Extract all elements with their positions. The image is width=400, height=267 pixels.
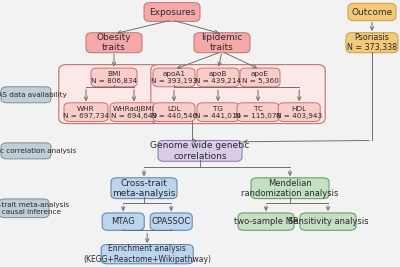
Text: Genetic correlation analysis: Genetic correlation analysis: [0, 148, 76, 154]
Text: lipidemic
traits: lipidemic traits: [201, 33, 243, 52]
Text: GWAS data availability: GWAS data availability: [0, 92, 67, 98]
Text: TG
N = 441,016: TG N = 441,016: [195, 106, 241, 119]
Text: MTAG: MTAG: [111, 217, 135, 226]
Text: WHRadjBMI
N = 694,649: WHRadjBMI N = 694,649: [111, 106, 157, 119]
FancyBboxPatch shape: [153, 68, 195, 87]
FancyBboxPatch shape: [346, 33, 398, 53]
FancyBboxPatch shape: [64, 103, 108, 121]
FancyBboxPatch shape: [158, 140, 242, 161]
FancyBboxPatch shape: [59, 65, 161, 124]
FancyBboxPatch shape: [110, 103, 158, 121]
Text: apoB
N = 439,214: apoB N = 439,214: [195, 71, 241, 84]
Text: HDL
N = 403,943: HDL N = 403,943: [276, 106, 322, 119]
FancyBboxPatch shape: [91, 68, 137, 87]
FancyBboxPatch shape: [86, 33, 142, 53]
FancyBboxPatch shape: [348, 3, 396, 21]
FancyBboxPatch shape: [237, 103, 279, 121]
FancyBboxPatch shape: [197, 68, 239, 87]
FancyBboxPatch shape: [1, 143, 51, 159]
Text: Cross-trait
meta-analysis: Cross-trait meta-analysis: [112, 179, 176, 198]
FancyBboxPatch shape: [111, 178, 177, 199]
FancyBboxPatch shape: [1, 87, 51, 103]
Text: Cross-trait meta-analysis
and causal inference: Cross-trait meta-analysis and causal inf…: [0, 202, 69, 215]
FancyBboxPatch shape: [238, 213, 294, 230]
FancyBboxPatch shape: [300, 213, 356, 230]
FancyBboxPatch shape: [278, 103, 320, 121]
Text: two-sample MR: two-sample MR: [234, 217, 298, 226]
Text: TC
N = 115,078: TC N = 115,078: [235, 106, 281, 119]
Text: Outcome: Outcome: [351, 7, 393, 17]
Text: Exposures: Exposures: [149, 7, 195, 17]
Text: Mendelian
randomization analysis: Mendelian randomization analysis: [241, 179, 339, 198]
Text: Sensitivity analysis: Sensitivity analysis: [288, 217, 368, 226]
Text: BMI
N = 806,834: BMI N = 806,834: [91, 71, 137, 84]
FancyBboxPatch shape: [153, 103, 195, 121]
FancyBboxPatch shape: [151, 65, 325, 124]
FancyBboxPatch shape: [251, 178, 329, 199]
Text: apoE
N = 5,360: apoE N = 5,360: [242, 71, 278, 84]
Text: Psoriasis
N = 373,338: Psoriasis N = 373,338: [347, 33, 397, 52]
FancyBboxPatch shape: [144, 3, 200, 21]
Text: LDL
N = 440,546: LDL N = 440,546: [151, 106, 197, 119]
FancyBboxPatch shape: [197, 103, 239, 121]
FancyBboxPatch shape: [240, 68, 280, 87]
Text: WHR
N = 697,734: WHR N = 697,734: [63, 106, 109, 119]
FancyBboxPatch shape: [0, 199, 49, 218]
FancyBboxPatch shape: [194, 33, 250, 53]
Text: Enrichment analysis
(KEGG+Reactome+Wikipathway): Enrichment analysis (KEGG+Reactome+Wikip…: [83, 245, 211, 264]
FancyBboxPatch shape: [150, 213, 192, 230]
Text: apoA1
N = 393,193: apoA1 N = 393,193: [151, 71, 197, 84]
Text: Genome wide genetic
correlations: Genome wide genetic correlations: [150, 141, 250, 160]
Text: CPASSOC: CPASSOC: [152, 217, 191, 226]
Text: Obesity
traits: Obesity traits: [97, 33, 131, 52]
FancyBboxPatch shape: [101, 245, 193, 264]
FancyBboxPatch shape: [102, 213, 144, 230]
